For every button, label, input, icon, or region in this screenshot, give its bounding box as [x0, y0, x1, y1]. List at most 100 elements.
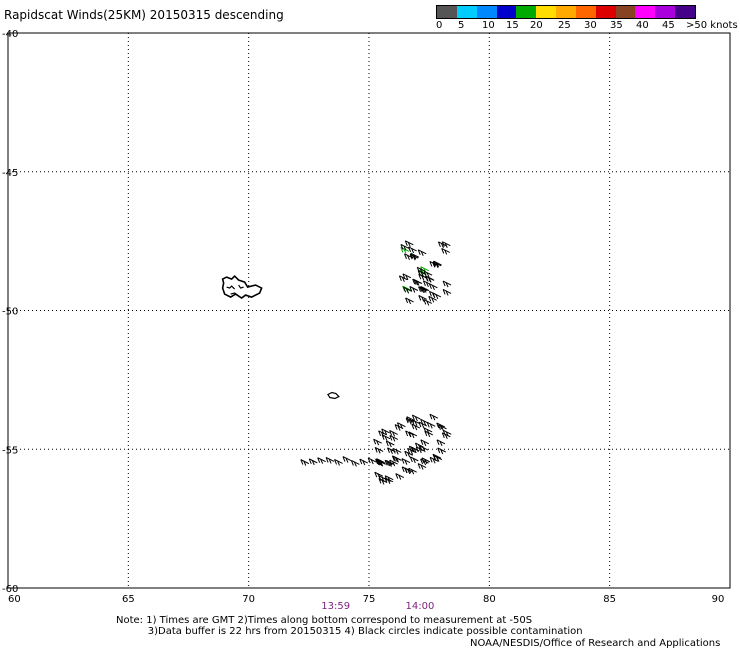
wind-barb: [373, 438, 382, 446]
wind-barb: [387, 447, 396, 455]
map-title: Rapidscat Winds(25KM) 20150315 descendin…: [4, 8, 284, 22]
legend-label: 10: [482, 20, 495, 31]
wind-barb: [432, 453, 442, 461]
legend-swatch: [675, 6, 695, 18]
legend-label: 15: [506, 20, 519, 31]
wind-barb: [432, 292, 442, 300]
wind-barb: [436, 422, 445, 430]
legend-swatch: [615, 6, 636, 18]
legend-label: 30: [584, 20, 597, 31]
map-frame: [7, 32, 731, 589]
lat-tick-label: -50: [2, 307, 18, 318]
island-detail: [226, 284, 244, 296]
wind-barb: [411, 423, 421, 431]
wind-barb: [426, 421, 436, 429]
wind-barb: [391, 455, 401, 463]
wind-barb: [308, 458, 318, 466]
wind-barb: [334, 458, 343, 466]
wind-barb: [425, 275, 435, 283]
wind-barb: [441, 247, 450, 255]
axis-labels: 60 65 70 75 80 85 90 -40 -45 -50 -55 -60: [2, 29, 724, 605]
legend-label: 5: [458, 20, 465, 31]
wind-barb: [409, 253, 419, 261]
legend-swatch: [516, 6, 537, 18]
wind-barb: [408, 445, 418, 453]
lon-tick-label: 70: [242, 594, 255, 605]
lon-tick-label: 65: [122, 594, 135, 605]
legend-swatch: [437, 6, 457, 18]
wind-barb: [429, 456, 439, 464]
wind-barb: [418, 294, 428, 302]
lat-tick-label: -60: [2, 584, 18, 595]
legend-color-bar: [436, 5, 696, 19]
wind-barb: [359, 458, 369, 466]
lon-tick-label: 80: [483, 594, 496, 605]
legend-label: 35: [610, 20, 623, 31]
wind-barb: [404, 450, 413, 458]
legend-swatch: [536, 6, 557, 18]
legend-swatch: [635, 6, 656, 18]
wind-barb: [418, 273, 428, 281]
legend-swatch: [655, 6, 676, 18]
wind-barb: [401, 458, 411, 465]
wind-barb: [381, 428, 390, 436]
wind-barb: [406, 416, 415, 423]
lon-tick-label: 85: [603, 594, 616, 605]
wind-barb: [408, 431, 418, 439]
wind-barb: [398, 275, 408, 282]
wind-barb: [442, 280, 452, 288]
islands: [221, 274, 340, 400]
legend-swatch: [496, 6, 517, 18]
wind-barb: [395, 473, 404, 480]
wind-barb: [422, 280, 432, 287]
wind-barb: [420, 458, 429, 466]
wind-barb: [350, 460, 360, 467]
wind-barb: [423, 299, 433, 306]
notes-text: Note: 1) Times are GMT 2)Times along bot…: [116, 615, 583, 637]
lon-tick-label: 90: [712, 594, 725, 605]
wind-barb: [418, 421, 428, 429]
legend-label: >50 knots: [686, 20, 738, 31]
wind-barb: [409, 286, 419, 293]
wind-barb: [424, 430, 434, 438]
wind-barb: [408, 246, 417, 254]
wind-barb: [442, 288, 452, 296]
wind-barb: [437, 241, 447, 249]
wind-barb: [374, 446, 384, 454]
legend-label: 25: [558, 20, 571, 31]
wind-barbs: [300, 240, 452, 485]
wind-barb: [378, 430, 387, 438]
wind-barb: [405, 297, 414, 305]
time-label: 14:00: [405, 601, 435, 612]
wind-barb: [421, 457, 431, 465]
wind-barb: [420, 439, 430, 447]
credit-text: NOAA/NESDIS/Office of Research and Appli…: [470, 638, 721, 649]
legend-label: 40: [636, 20, 649, 31]
wind-barb: [400, 243, 410, 251]
legend-label: 45: [662, 20, 675, 31]
wind-barb: [411, 414, 421, 422]
wind-barb: [419, 286, 428, 293]
wind-barb: [385, 440, 395, 448]
lat-lon-grid: [8, 33, 730, 588]
wind-barb: [403, 286, 412, 294]
wind-barb: [394, 424, 404, 431]
legend-swatch: [595, 6, 616, 18]
wind-barb: [375, 458, 384, 466]
wind-barb: [432, 261, 442, 269]
wind-barb: [415, 446, 425, 454]
wind-barb: [325, 456, 335, 464]
legend-swatch: [556, 6, 576, 18]
lat-tick-label: -40: [2, 29, 18, 40]
wind-barb: [378, 475, 388, 483]
legend-swatch: [476, 6, 497, 18]
legend-swatch: [456, 6, 477, 18]
wind-barb: [389, 434, 399, 442]
wind-barb: [436, 439, 446, 447]
lon-tick-label: 75: [363, 594, 376, 605]
legend-labels: 0 5 10 15 20 25 30 35 40 45 >50 knots: [436, 19, 738, 33]
wind-barb: [404, 240, 414, 247]
wind-barb: [417, 249, 427, 256]
wind-barb: [402, 273, 412, 281]
